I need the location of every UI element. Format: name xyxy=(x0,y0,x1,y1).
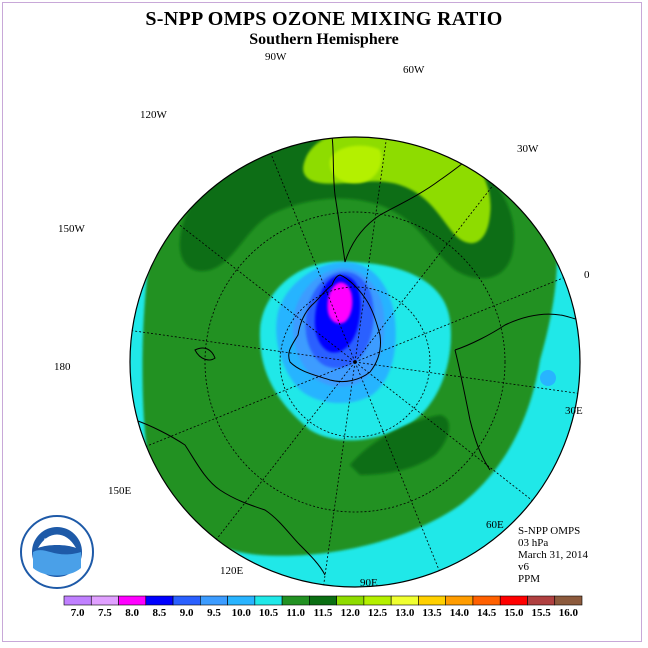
info-block: S-NPP OMPS 03 hPa March 31, 2014 v6 PPM xyxy=(518,525,588,585)
coast-australia xyxy=(134,419,326,576)
colorbar-tick-label: 15.0 xyxy=(504,607,524,619)
meridian-line xyxy=(354,361,440,571)
colorbar-tick-label: 9.5 xyxy=(207,607,221,619)
colorbar-tick-label: 7.0 xyxy=(71,607,85,619)
lon-label-90w: 90W xyxy=(265,51,287,63)
lon-label-150e: 150E xyxy=(108,485,132,497)
lon-label-90e: 90E xyxy=(360,577,378,589)
colorbar-tick-label: 12.5 xyxy=(368,607,388,619)
lon-label-180: 180 xyxy=(54,361,71,373)
logo-wave xyxy=(33,550,81,576)
noaa-logo: NOAA xyxy=(20,515,94,589)
colorbar-cell xyxy=(445,595,474,606)
colorbar-cell xyxy=(363,595,392,606)
colorbar-cell xyxy=(499,595,528,606)
coast-africa xyxy=(454,313,580,471)
colorbar-cell xyxy=(418,595,446,606)
map-subtitle: Southern Hemisphere xyxy=(249,31,399,48)
colorbar-tick-label: 11.5 xyxy=(314,607,333,619)
info-units: PPM xyxy=(518,573,541,585)
colorbar-tick-label: 15.5 xyxy=(531,607,551,619)
logo-text: NOAA xyxy=(44,537,71,547)
colorbar-tick-label: 7.5 xyxy=(98,607,112,619)
colorbar-cell xyxy=(227,595,256,606)
colorbar-tick-label: 10.5 xyxy=(259,607,279,619)
colorbar-cells xyxy=(63,595,583,606)
lon-label-0: 0 xyxy=(584,269,590,281)
colorbar-cell xyxy=(145,595,174,606)
longitude-labels: 90W 60W 30W 120W 150W 0 180 30E 60E 90E … xyxy=(54,51,590,589)
meridian-line xyxy=(354,277,564,363)
info-date: March 31, 2014 xyxy=(518,549,588,561)
info-instrument: S-NPP OMPS xyxy=(518,525,581,537)
colorbar-tick-label: 9.0 xyxy=(180,607,194,619)
meridian-line xyxy=(354,184,494,363)
colorbar-tick-label: 13.5 xyxy=(422,607,442,619)
lon-label-120w: 120W xyxy=(140,109,168,121)
meridian-line xyxy=(354,361,533,501)
figure-frame xyxy=(2,2,642,642)
coast-antarctica xyxy=(288,274,381,383)
field-magenta xyxy=(327,282,353,324)
meridian-line xyxy=(354,361,578,394)
colorbar-tick-label: 14.0 xyxy=(450,607,470,619)
map-boundary xyxy=(129,136,581,588)
colorbar-cell xyxy=(390,595,419,606)
colorbar-cell xyxy=(527,595,556,606)
info-level: 03 hPa xyxy=(518,537,549,549)
colorbar-cell xyxy=(63,595,92,606)
lon-label-150w: 150W xyxy=(58,223,86,235)
meridian-line xyxy=(354,139,387,363)
colorbar-cell xyxy=(254,595,283,606)
meridian-line xyxy=(216,361,356,540)
graticule xyxy=(132,139,578,585)
info-version: v6 xyxy=(518,561,529,573)
colorbar-cell xyxy=(554,595,583,606)
lon-label-60e: 60E xyxy=(486,519,504,531)
coast-new-zealand xyxy=(194,347,216,361)
map-title: S-NPP OMPS OZONE MIXING RATIO xyxy=(145,8,503,30)
logo-bird xyxy=(38,534,76,548)
colorbar-tick-label: 16.0 xyxy=(559,607,579,619)
colorbar-cell xyxy=(200,595,228,606)
meridians xyxy=(132,139,578,585)
colorbar-cell xyxy=(472,595,501,606)
lat-circle-inner xyxy=(279,286,431,438)
colorbar-tick-label: 8.5 xyxy=(153,607,167,619)
colorbar-cell xyxy=(90,595,119,606)
field-yellow xyxy=(329,145,382,184)
colorbar-cell xyxy=(309,595,337,606)
coastlines xyxy=(134,137,580,576)
meridian-line xyxy=(146,361,356,447)
colorbar-tick-label: 13.0 xyxy=(395,607,415,619)
field-dark-green-south xyxy=(350,415,450,475)
ozone-field xyxy=(130,137,580,587)
field-spot-east xyxy=(540,370,556,386)
colorbar-tick-label: 8.0 xyxy=(125,607,139,619)
colorbar-tick-label: 11.0 xyxy=(286,607,305,619)
meridian-line xyxy=(177,223,356,363)
colorbar-cell xyxy=(281,595,310,606)
colorbar-labels: 7.0 7.5 8.0 8.5 9.0 9.5 10.0 10.5 11.0 11.5 12.0 12… xyxy=(71,607,579,619)
colorbar-tick-label: 14.5 xyxy=(477,607,497,619)
lon-label-30e: 30E xyxy=(565,405,583,417)
colorbar-cell xyxy=(336,595,365,606)
meridian-line xyxy=(323,361,356,585)
coast-south-america xyxy=(319,137,521,263)
lon-label-120e: 120E xyxy=(220,565,244,577)
colorbar-cell xyxy=(172,595,201,606)
colorbar-tick-label: 10.0 xyxy=(232,607,252,619)
colorbar-tick-label: 12.0 xyxy=(341,607,361,619)
lon-label-30w: 30W xyxy=(517,143,539,155)
lon-label-60w: 60W xyxy=(403,64,425,76)
meridian-line xyxy=(270,153,356,363)
meridian-line xyxy=(132,330,356,363)
lat-circle-outer xyxy=(204,211,506,513)
colorbar-cell xyxy=(118,595,147,606)
